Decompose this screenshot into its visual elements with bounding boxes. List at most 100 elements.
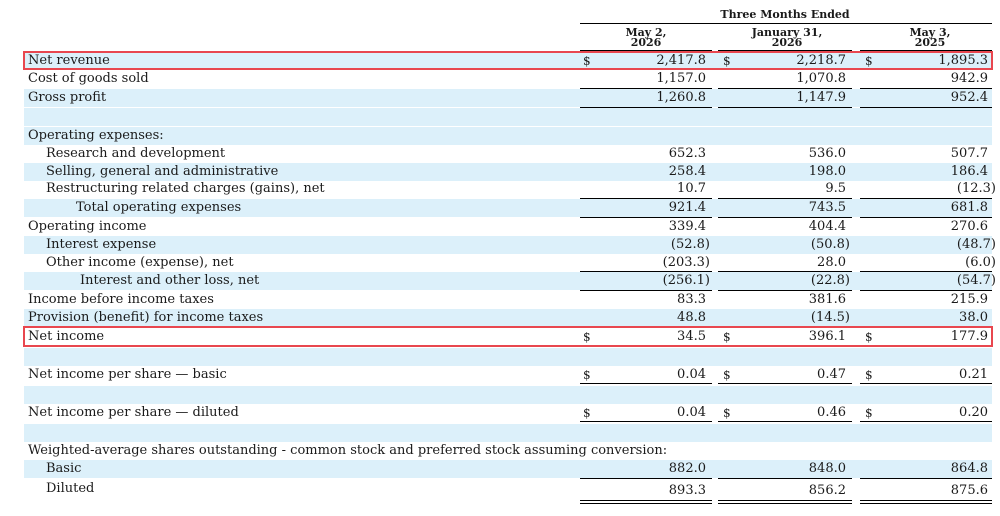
- cell-may-2-2026: 34.5: [677, 329, 706, 344]
- cell-may-2-2026: 339.4: [668, 219, 706, 234]
- table-row-net-revenue: Net revenue $ 2,417.8 $ 2,218.7 $ 1,895.…: [24, 52, 992, 70]
- double-total-rule: [860, 500, 992, 504]
- cell-jan-31-2026: 404.4: [808, 219, 846, 234]
- column-header-underline: [860, 50, 992, 51]
- table-row-restructuring: Restructuring related charges (gains), n…: [24, 180, 996, 198]
- row-label: Net revenue: [28, 53, 110, 68]
- cell-jan-31-2026: 198.0: [808, 164, 846, 179]
- dollar-sign: $: [865, 406, 873, 420]
- row-label: Other income (expense), net: [46, 255, 234, 270]
- dollar-sign: $: [583, 54, 591, 68]
- column-header-line: January 31,: [751, 26, 823, 39]
- dollar-sign: $: [723, 54, 731, 68]
- column-header-line: May 2,: [625, 26, 667, 39]
- row-label: Net income: [28, 329, 105, 344]
- total-rule: [580, 290, 712, 291]
- cell-may-2-2026: 258.4: [668, 164, 706, 179]
- column-header-line: 2026: [630, 36, 662, 49]
- table-row-income-before-taxes: Income before income taxes 83.3 381.6 21…: [24, 291, 992, 309]
- subtotal-rule: [718, 478, 852, 479]
- table-row-shares-basic: Basic 882.0 848.0 864.8: [24, 460, 992, 478]
- subtotal-rule: [860, 478, 992, 479]
- cell-jan-31-2026: 536.0: [808, 146, 846, 161]
- header-rule: [580, 23, 992, 24]
- table-row-research-development: Research and development 652.3 536.0 507…: [24, 145, 992, 163]
- cell-may-3-2025: 186.4: [950, 164, 988, 179]
- double-total-rule: [580, 500, 712, 504]
- cell-may-2-2026: 10.7: [677, 181, 706, 196]
- row-label: Provision (benefit) for income taxes: [28, 310, 264, 325]
- table-row-operating-income: Operating income 339.4 404.4 270.6: [24, 218, 992, 236]
- dollar-sign: $: [583, 368, 591, 382]
- column-header-underline: [718, 50, 852, 51]
- subtotal-rule: [580, 198, 712, 199]
- total-rule: [580, 107, 712, 108]
- column-header-may-3-2025: May 3, 2025: [880, 27, 980, 49]
- subtotal-rule: [580, 271, 712, 272]
- highlight-box-net-income: [23, 326, 993, 347]
- row-label: Net income per share — basic: [28, 367, 227, 382]
- cell-may-3-2025: 507.7: [950, 146, 988, 161]
- cell-may-3-2025: 681.8: [950, 200, 988, 215]
- row-label: Net income per share — diluted: [28, 405, 239, 420]
- section-heading: Operating expenses:: [28, 128, 164, 143]
- row-label: Income before income taxes: [28, 292, 214, 307]
- total-rule: [718, 290, 852, 291]
- dollar-sign: $: [583, 330, 591, 344]
- total-rule: [860, 107, 992, 108]
- subtotal-rule: [580, 478, 712, 479]
- cell-jan-31-2026: 848.0: [808, 461, 846, 476]
- dollar-sign: $: [865, 330, 873, 344]
- column-header-line: 2025: [914, 36, 946, 49]
- spacer-row: [24, 424, 992, 442]
- cell-may-3-2025: 0.20: [959, 405, 988, 420]
- cell-may-2-2026: (203.3): [662, 255, 710, 270]
- cell-jan-31-2026: (22.8): [810, 273, 850, 288]
- table-row-other-income: Other income (expense), net (203.3) 28.0…: [24, 254, 996, 272]
- cell-may-2-2026: 0.04: [677, 367, 706, 382]
- highlight-box-net-revenue: [23, 51, 993, 70]
- cell-may-2-2026: 1,157.0: [656, 71, 706, 86]
- cell-may-3-2025: (12.3): [956, 181, 996, 196]
- row-label: Operating income: [28, 219, 147, 234]
- cell-may-2-2026: 1,260.8: [656, 90, 706, 105]
- table-row-gross-profit: Gross profit 1,260.8 1,147.9 952.4: [24, 89, 992, 107]
- cell-may-3-2025: 38.0: [959, 310, 988, 325]
- dollar-sign: $: [583, 406, 591, 420]
- cell-may-3-2025: 875.6: [950, 483, 988, 498]
- cell-may-3-2025: 952.4: [950, 90, 988, 105]
- row-label: Interest expense: [46, 237, 157, 252]
- cell-may-2-2026: 83.3: [677, 292, 706, 307]
- row-label: Research and development: [46, 146, 226, 161]
- column-header-may-2-2026: May 2, 2026: [600, 26, 692, 49]
- dollar-sign: $: [723, 330, 731, 344]
- cell-may-3-2025: 864.8: [950, 461, 988, 476]
- cell-jan-31-2026: 743.5: [808, 200, 846, 215]
- total-rule: [718, 217, 852, 218]
- subtotal-rule: [718, 88, 852, 89]
- double-total-rule: [718, 500, 852, 504]
- section-heading: Weighted-average shares outstanding - co…: [28, 443, 668, 458]
- cell-may-3-2025: 177.9: [950, 329, 988, 344]
- column-group-title: Three Months Ended: [720, 8, 850, 21]
- cell-may-3-2025: 0.21: [959, 367, 988, 382]
- total-rule: [718, 107, 852, 108]
- cell-may-2-2026: (256.1): [662, 273, 710, 288]
- column-header-jan-31-2026: January 31, 2026: [735, 26, 839, 48]
- row-label: Total operating expenses: [76, 200, 242, 215]
- cell-jan-31-2026: (14.5): [810, 310, 850, 325]
- row-label: Basic: [46, 461, 82, 476]
- dollar-sign: $: [723, 368, 731, 382]
- cell-jan-31-2026: 9.5: [825, 181, 846, 196]
- table-row-shares-diluted: Diluted 893.3 856.2 875.6: [24, 480, 992, 500]
- total-rule: [860, 217, 992, 218]
- row-label: Cost of goods sold: [28, 71, 149, 86]
- total-rule: [580, 217, 712, 218]
- table-row-sga: Selling, general and administrative 258.…: [24, 163, 992, 181]
- table-row-eps-diluted: Net income per share — diluted $ 0.04 $ …: [24, 404, 992, 422]
- subtotal-rule: [860, 198, 992, 199]
- row-label: Gross profit: [28, 90, 107, 105]
- cell-may-3-2025: (54.7): [956, 273, 996, 288]
- cell-may-2-2026: 893.3: [668, 483, 706, 498]
- row-label: Diluted: [46, 481, 95, 496]
